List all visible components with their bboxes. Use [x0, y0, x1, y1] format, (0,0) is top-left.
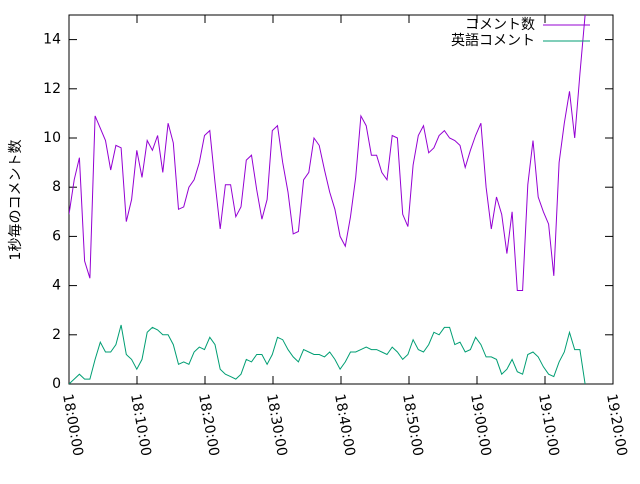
y-tick-label: 0: [52, 376, 61, 392]
y-axis-label: 1秒毎のコメント数: [8, 140, 24, 261]
x-tick-label: 18:50:00: [399, 393, 426, 458]
x-tick-label: 18:40:00: [331, 393, 358, 458]
x-tick-label: 18:20:00: [195, 393, 222, 458]
y-tick-label: 2: [52, 327, 61, 343]
x-tick-label: 19:00:00: [467, 393, 494, 458]
x-tick-label: 18:10:00: [127, 393, 154, 458]
y-tick-label: 10: [43, 130, 61, 146]
y-tick-label: 6: [52, 228, 61, 244]
x-tick-label: 19:10:00: [535, 393, 562, 458]
x-tick-label: 19:20:00: [603, 393, 630, 458]
y-tick-label: 8: [52, 179, 61, 195]
legend-label: 英語コメント: [451, 32, 535, 49]
y-tick-label: 14: [43, 32, 61, 48]
x-tick-label: 18:30:00: [263, 393, 290, 458]
legend-label: コメント数: [465, 17, 535, 33]
y-tick-label: 4: [52, 278, 61, 294]
series-line: [69, 324, 586, 384]
series-line: [69, 15, 586, 291]
x-tick-label: 18:00:00: [59, 393, 86, 458]
y-tick-label: 12: [43, 81, 61, 97]
